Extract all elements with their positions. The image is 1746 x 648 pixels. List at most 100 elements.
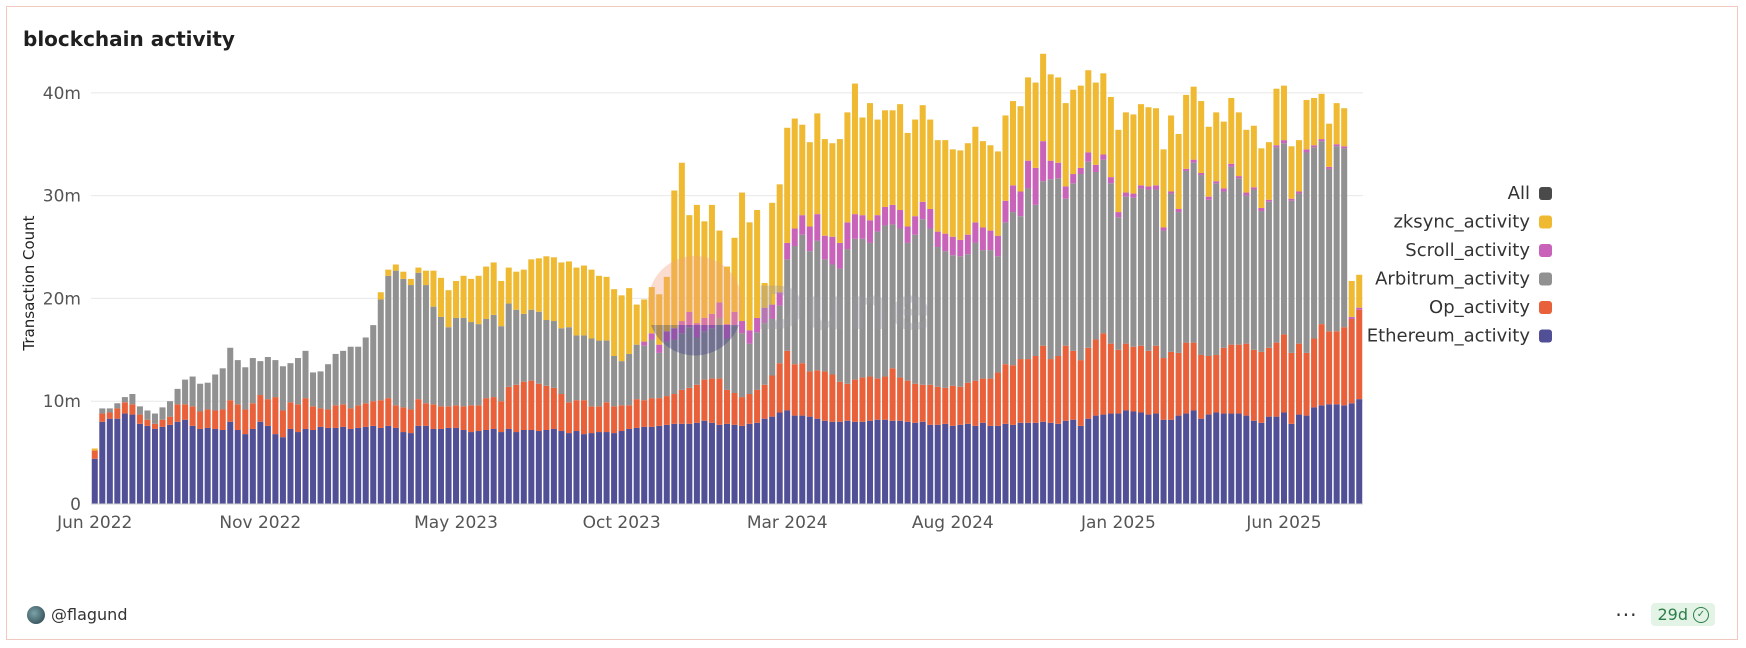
bar-segment-Arbitrum_activity xyxy=(392,270,399,406)
bar-segment-Scroll_activity xyxy=(942,233,949,252)
bar-segment-Scroll_activity xyxy=(934,231,941,248)
bar-segment-Op_activity xyxy=(821,371,828,421)
bar-segment-Arbitrum_activity xyxy=(1107,183,1114,344)
bar-segment-Op_activity xyxy=(204,409,211,428)
bar-segment-zksync_activity xyxy=(633,304,640,345)
bar-segment-Ethereum_activity xyxy=(234,429,241,504)
bar-segment-Ethereum_activity xyxy=(287,428,294,504)
author[interactable]: @flagund xyxy=(27,605,127,624)
bar-segment-zksync_activity xyxy=(731,237,738,312)
bar-segment-Ethereum_activity xyxy=(468,432,475,504)
bar-segment-zksync_activity xyxy=(942,140,949,234)
bar-segment-Ethereum_activity xyxy=(580,434,588,504)
bar-segment-Scroll_activity xyxy=(641,341,648,346)
bar-segment-Arbitrum_activity xyxy=(362,337,369,404)
bar-segment-Op_activity xyxy=(1100,333,1107,415)
bar-segment-zksync_activity xyxy=(889,110,896,205)
bar-segment-Arbitrum_activity xyxy=(129,394,136,405)
bar-segment-zksync_activity xyxy=(1311,97,1318,146)
more-options-icon[interactable]: ··· xyxy=(1615,602,1638,627)
bar-segment-zksync_activity xyxy=(1356,274,1363,308)
bar-segment-Op_activity xyxy=(618,405,625,432)
bar-segment-Arbitrum_activity xyxy=(611,355,618,407)
bar-segment-Ethereum_activity xyxy=(889,420,896,504)
bar-segment-Ethereum_activity xyxy=(1326,404,1333,504)
bar-segment-Ethereum_activity xyxy=(1160,419,1167,504)
bar-segment-Scroll_activity xyxy=(1348,316,1355,319)
bar-segment-Scroll_activity xyxy=(701,317,708,332)
bar-segment-Op_activity xyxy=(257,395,264,422)
x-tick-label: Oct 2023 xyxy=(583,513,661,533)
bar-segment-Scroll_activity xyxy=(754,317,761,333)
bar-segment-Ethereum_activity xyxy=(949,425,956,504)
author-name[interactable]: @flagund xyxy=(51,605,128,624)
bar-segment-Arbitrum_activity xyxy=(550,321,557,388)
bar-segment-Scroll_activity xyxy=(1356,307,1363,310)
bar-segment-Op_activity xyxy=(641,400,648,427)
bar-segment-Op_activity xyxy=(197,411,204,429)
bar-segment-Op_activity xyxy=(1062,345,1069,421)
bar-segment-Arbitrum_activity xyxy=(1062,198,1069,346)
bar-segment-zksync_activity xyxy=(897,104,904,211)
bar-segment-Ethereum_activity xyxy=(1220,413,1227,504)
bar-segment-Arbitrum_activity xyxy=(114,403,121,409)
bar-segment-Arbitrum_activity xyxy=(1235,178,1242,345)
bar-segment-zksync_activity xyxy=(528,259,535,310)
bar-segment-Op_activity xyxy=(182,404,189,420)
bar-segment-Arbitrum_activity xyxy=(806,251,813,372)
refresh-age-badge[interactable]: 29d ✓ xyxy=(1651,603,1715,626)
bar-segment-Ethereum_activity xyxy=(242,434,249,504)
bar-segment-Arbitrum_activity xyxy=(106,408,113,413)
bar-segment-Ethereum_activity xyxy=(400,432,407,504)
bar-segment-Op_activity xyxy=(302,398,309,429)
bar-segment-Ethereum_activity xyxy=(317,426,324,504)
bar-segment-Arbitrum_activity xyxy=(490,314,497,398)
bar-segment-zksync_activity xyxy=(1318,93,1325,140)
bar-segment-Ethereum_activity xyxy=(1213,412,1220,504)
bar-segment-zksync_activity xyxy=(520,269,527,314)
bar-segment-Scroll_activity xyxy=(821,235,828,260)
bar-segment-Scroll_activity xyxy=(1010,185,1017,213)
bar-segment-Op_activity xyxy=(633,399,640,428)
bar-segment-zksync_activity xyxy=(1145,107,1152,187)
bar-segment-Ethereum_activity xyxy=(370,425,377,504)
bar-segment-Scroll_activity xyxy=(1047,160,1054,180)
bar-segment-Ethereum_activity xyxy=(1318,405,1325,504)
bar-segment-Ethereum_activity xyxy=(1311,407,1318,504)
bar-segment-Op_activity xyxy=(1265,347,1272,417)
bar-segment-Arbitrum_activity xyxy=(746,343,753,395)
bar-segment-Ethereum_activity xyxy=(904,421,911,504)
bar-segment-Op_activity xyxy=(453,405,460,428)
bar-segment-Ethereum_activity xyxy=(626,428,633,504)
bar-segment-zksync_activity xyxy=(1092,82,1099,165)
bar-segment-Ethereum_activity xyxy=(475,431,482,504)
bar-segment-Arbitrum_activity xyxy=(1280,143,1287,335)
bar-segment-Op_activity xyxy=(400,407,407,433)
bar-segment-Ethereum_activity xyxy=(1296,414,1303,504)
bar-segment-Ethereum_activity xyxy=(1356,399,1363,504)
bar-segment-zksync_activity xyxy=(392,264,399,271)
bar-segment-Op_activity xyxy=(106,412,113,419)
bar-segment-zksync_activity xyxy=(1130,114,1137,194)
bar-segment-Scroll_activity xyxy=(889,204,896,225)
bar-segment-zksync_activity xyxy=(573,267,580,336)
bar-segment-zksync_activity xyxy=(1183,94,1190,169)
legend-label: Arbitrum_activity xyxy=(1375,269,1530,290)
bar-segment-Arbitrum_activity xyxy=(904,242,911,381)
bar-segment-Arbitrum_activity xyxy=(189,376,196,407)
bar-segment-zksync_activity xyxy=(91,448,98,451)
bar-segment-Arbitrum_activity xyxy=(1077,174,1084,361)
bar-segment-Op_activity xyxy=(769,375,776,417)
bar-segment-Arbitrum_activity xyxy=(1122,196,1129,344)
bar-segment-Op_activity xyxy=(1115,349,1122,414)
bar-segment-zksync_activity xyxy=(1070,89,1077,175)
bar-segment-Op_activity xyxy=(663,396,670,425)
bar-segment-Op_activity xyxy=(1205,355,1212,415)
bar-segment-Ethereum_activity xyxy=(310,429,317,504)
bar-segment-Op_activity xyxy=(234,404,241,430)
bar-segment-Arbitrum_activity xyxy=(1153,189,1160,346)
bar-segment-Scroll_activity xyxy=(1273,145,1280,148)
bar-segment-Op_activity xyxy=(242,409,249,435)
bar-segment-Ethereum_activity xyxy=(1198,418,1205,504)
bar-segment-Ethereum_activity xyxy=(573,431,580,504)
